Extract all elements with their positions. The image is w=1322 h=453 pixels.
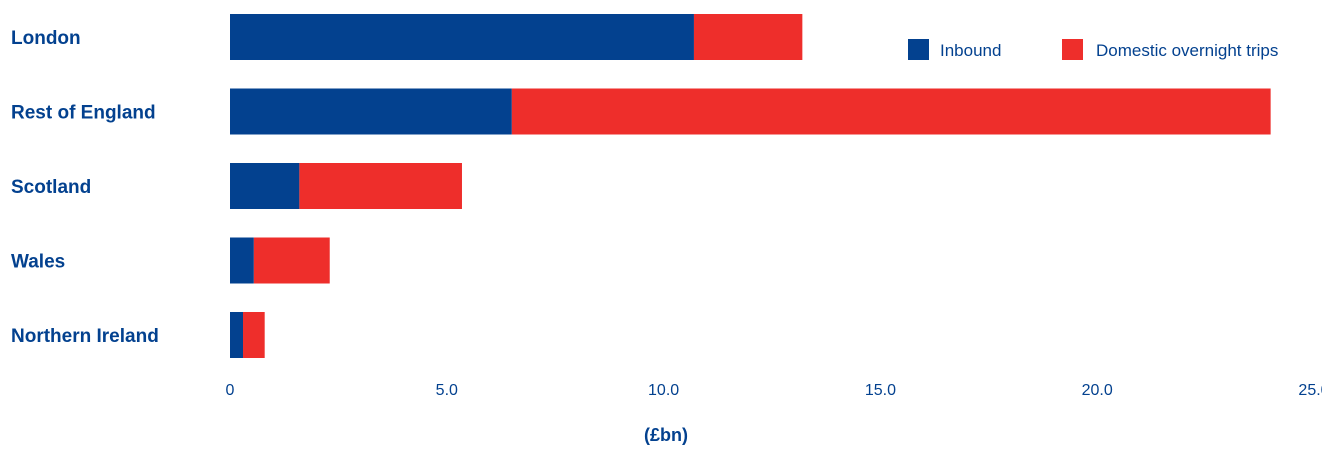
x-tick-label: 10.0 — [648, 382, 679, 399]
bar-domestic-overnight-trips-scotland — [299, 163, 462, 209]
x-tick-label: 15.0 — [865, 382, 896, 399]
bar-inbound-rest-of-england — [230, 88, 512, 135]
x-tick-label: 0 — [226, 382, 235, 399]
bar-inbound-wales — [230, 237, 254, 284]
x-tick-label: 20.0 — [1082, 382, 1113, 399]
category-labels: London Rest of England Scotland Wales Northe… — [11, 28, 159, 347]
legend-label-inbound: Inbound — [940, 41, 1001, 60]
x-axis-ticks: 0 5.0 10.0 15.0 20.0 25.0 — [226, 382, 1322, 399]
category-label-london: London — [11, 28, 81, 49]
bar-inbound-scotland — [230, 163, 300, 209]
legend-label-domestic-overnight-trips: Domestic overnight trips — [1096, 41, 1278, 60]
bar-inbound-london — [230, 14, 694, 60]
x-axis-title: (£bn) — [644, 425, 688, 445]
legend-swatch-domestic-overnight-trips — [1062, 39, 1083, 60]
category-label-rest-of-england: Rest of England — [11, 103, 156, 124]
bars — [230, 14, 1271, 358]
bar-domestic-overnight-trips-london — [693, 14, 803, 60]
bar-domestic-overnight-trips-wales — [253, 237, 330, 284]
bar-domestic-overnight-trips-northern-ireland — [243, 312, 265, 358]
bar-inbound-northern-ireland — [230, 312, 244, 358]
category-label-northern-ireland: Northern Ireland — [11, 326, 159, 347]
x-tick-label: 5.0 — [436, 382, 458, 399]
x-tick-label: 25.0 — [1298, 382, 1322, 399]
category-label-scotland: Scotland — [11, 177, 91, 198]
category-label-wales: Wales — [11, 252, 65, 273]
bar-domestic-overnight-trips-rest-of-england — [511, 88, 1271, 135]
legend-swatch-inbound — [908, 39, 929, 60]
legend: Inbound Domestic overnight trips — [908, 39, 1278, 60]
